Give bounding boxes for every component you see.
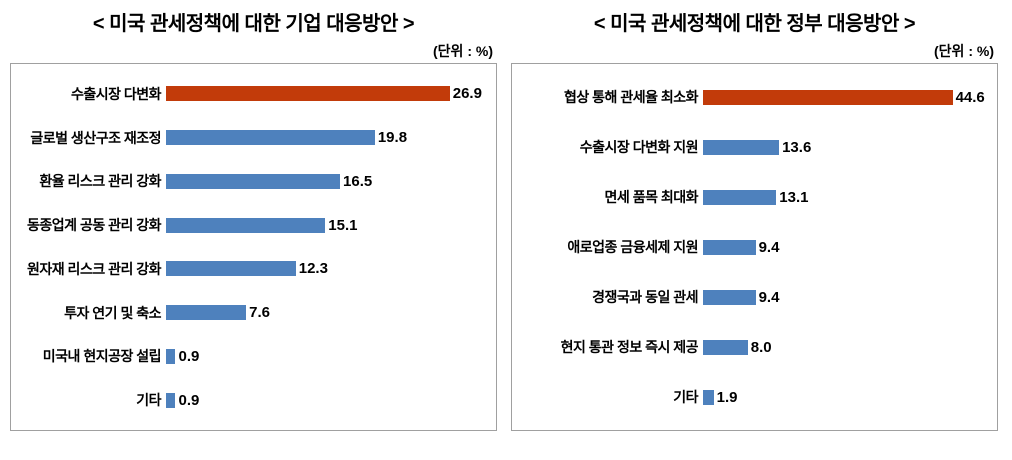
- value-label: 1.9: [716, 388, 738, 406]
- bar-area: 9.4: [703, 272, 994, 322]
- value-label: 0.9: [178, 391, 200, 409]
- value-label: 26.9: [452, 85, 482, 103]
- bar-row: 원자재 리스크 관리 강화 12.3: [14, 247, 493, 291]
- bar[interactable]: [166, 305, 247, 321]
- bar[interactable]: [703, 89, 953, 105]
- bar-row: 미국내 현지공장 설립 0.9: [14, 335, 493, 379]
- bar-rows: 협상 통해 관세율 최소화 44.6 수출시장 다변화 지원 13.6 면세 품목 최대…: [515, 72, 994, 422]
- value-label: 13.1: [779, 188, 809, 206]
- government-response-chart: < 미국 관세정책에 대한 정부 대응방안 > (단위 : %) 협상 통해 관…: [511, 10, 998, 431]
- category-label: 협상 통해 관세율 최소화: [564, 89, 698, 105]
- bar-row: 환율 리스크 관리 강화 16.5: [14, 160, 493, 204]
- company-response-chart: < 미국 관세정책에 대한 기업 대응방안 > (단위 : %) 수출시장 다변…: [10, 10, 497, 431]
- bar[interactable]: [703, 189, 777, 205]
- value-label: 19.8: [377, 129, 408, 147]
- category-label: 면세 품목 최대화: [604, 189, 699, 205]
- value-label: 44.6: [955, 88, 985, 106]
- chart-title: < 미국 관세정책에 대한 기업 대응방안 >: [92, 13, 415, 35]
- bar-area: 44.6: [703, 72, 994, 122]
- value-label: 9.4: [758, 288, 780, 306]
- value-label: 9.4: [758, 238, 780, 256]
- bar-area: 15.1: [166, 203, 493, 247]
- bar-row: 동종업계 공동 관리 강화 15.1: [14, 203, 493, 247]
- category-label: 현지 통관 정보 즉시 제공: [560, 339, 699, 355]
- value-label: 16.5: [343, 172, 373, 190]
- bar-row: 기타 1.9: [515, 372, 994, 422]
- chart-title: < 미국 관세정책에 대한 정부 대응방안 >: [593, 13, 916, 35]
- bar-row: 투자 연기 및 축소 7.6: [14, 291, 493, 335]
- bar-area: 16.5: [166, 160, 493, 204]
- bar[interactable]: [703, 289, 756, 305]
- bar-row: 기타 0.9: [14, 378, 493, 422]
- charts-container: < 미국 관세정책에 대한 기업 대응방안 > (단위 : %) 수출시장 다변…: [10, 10, 998, 431]
- plot-area: 협상 통해 관세율 최소화 44.6 수출시장 다변화 지원 13.6 면세 품목 최대…: [511, 63, 998, 431]
- bar-area: 8.0: [703, 322, 994, 372]
- category-label: 환율 리스크 관리 강화: [39, 173, 161, 190]
- category-label: 원자재 리스크 관리 강화: [27, 260, 161, 277]
- bar-row: 협상 통해 관세율 최소화 44.6: [515, 72, 994, 122]
- category-label: 미국내 현지공장 설립: [42, 348, 162, 365]
- bar-row: 현지 통관 정보 즉시 제공 8.0: [515, 322, 994, 372]
- bar[interactable]: [166, 261, 296, 277]
- bar-rows: 수출시장 다변화 26.9 글로벌 생산구조 재조정 19.8 환율 리스크 관리 강화…: [14, 72, 493, 422]
- value-label: 0.9: [178, 347, 200, 365]
- value-label: 12.3: [298, 260, 328, 278]
- value-label: 13.6: [782, 138, 812, 156]
- bar-area: 13.6: [703, 122, 994, 172]
- bar-row: 애로업종 금융세제 지원 9.4: [515, 222, 994, 272]
- category-label: 글로벌 생산구조 재조정: [30, 129, 161, 146]
- value-label: 15.1: [328, 216, 358, 234]
- bar-row: 수출시장 다변화 26.9: [14, 72, 493, 116]
- bar[interactable]: [703, 339, 748, 355]
- bar[interactable]: [166, 392, 176, 408]
- bar[interactable]: [166, 130, 375, 146]
- bar-area: 19.8: [166, 116, 493, 160]
- category-label: 기타: [136, 392, 161, 409]
- bar[interactable]: [703, 139, 780, 155]
- category-label: 애로업종 금융세제 지원: [567, 239, 698, 255]
- bar[interactable]: [166, 217, 326, 233]
- bar[interactable]: [703, 239, 756, 255]
- bar-row: 면세 품목 최대화 13.1: [515, 172, 994, 222]
- bar-area: 0.9: [166, 335, 493, 379]
- bar-area: 13.1: [703, 172, 994, 222]
- unit-label: (단위 : %): [433, 43, 493, 59]
- plot-area: 수출시장 다변화 26.9 글로벌 생산구조 재조정 19.8 환율 리스크 관리 강화…: [10, 63, 497, 431]
- category-label: 기타: [673, 389, 698, 405]
- bar[interactable]: [703, 389, 714, 405]
- bar-area: 1.9: [703, 372, 994, 422]
- bar[interactable]: [166, 86, 450, 102]
- category-label: 투자 연기 및 축소: [64, 304, 161, 321]
- value-label: 7.6: [249, 304, 271, 322]
- category-label: 경쟁국과 동일 관세: [592, 289, 698, 305]
- bar-area: 0.9: [166, 378, 493, 422]
- bar[interactable]: [166, 173, 341, 189]
- category-label: 동종업계 공동 관리 강화: [27, 217, 161, 234]
- category-label: 수출시장 다변화 지원: [579, 139, 699, 155]
- category-label: 수출시장 다변화: [70, 85, 162, 102]
- bar[interactable]: [166, 348, 176, 364]
- bar-area: 26.9: [166, 72, 493, 116]
- value-label: 8.0: [750, 338, 772, 356]
- bar-area: 12.3: [166, 247, 493, 291]
- bar-row: 수출시장 다변화 지원 13.6: [515, 122, 994, 172]
- bar-area: 9.4: [703, 222, 994, 272]
- bar-row: 경쟁국과 동일 관세 9.4: [515, 272, 994, 322]
- bar-row: 글로벌 생산구조 재조정 19.8: [14, 116, 493, 160]
- bar-area: 7.6: [166, 291, 493, 335]
- unit-label: (단위 : %): [934, 43, 994, 59]
